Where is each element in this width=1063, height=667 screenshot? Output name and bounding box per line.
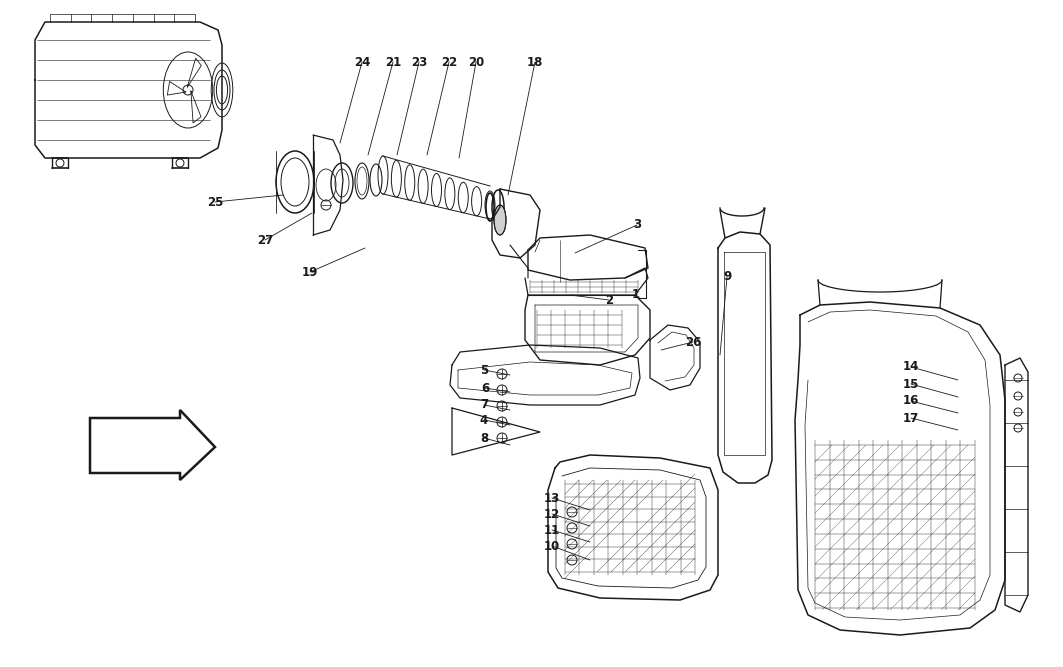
Text: 20: 20 [468, 55, 484, 69]
Text: 25: 25 [207, 195, 223, 209]
Text: 7: 7 [479, 398, 488, 412]
Text: 17: 17 [902, 412, 919, 424]
Text: 19: 19 [302, 265, 318, 279]
Text: 23: 23 [411, 55, 427, 69]
Text: 3: 3 [632, 219, 641, 231]
Text: 27: 27 [257, 233, 273, 247]
Text: 21: 21 [385, 55, 401, 69]
Text: 12: 12 [544, 508, 560, 520]
Text: 6: 6 [480, 382, 489, 394]
Ellipse shape [494, 205, 506, 235]
Text: 10: 10 [544, 540, 560, 552]
Text: 1: 1 [631, 289, 640, 301]
Text: 9: 9 [723, 271, 731, 283]
Text: 4: 4 [479, 414, 488, 426]
Text: 8: 8 [479, 432, 488, 444]
Text: 16: 16 [902, 394, 919, 408]
Text: 13: 13 [544, 492, 560, 504]
Text: 2: 2 [605, 293, 613, 307]
Text: 11: 11 [544, 524, 560, 536]
Text: 22: 22 [441, 55, 457, 69]
Text: 14: 14 [902, 360, 919, 374]
Text: 24: 24 [354, 55, 370, 69]
Text: 5: 5 [479, 364, 488, 376]
Text: 26: 26 [685, 336, 702, 348]
Text: 15: 15 [902, 378, 919, 390]
Text: 18: 18 [527, 55, 543, 69]
